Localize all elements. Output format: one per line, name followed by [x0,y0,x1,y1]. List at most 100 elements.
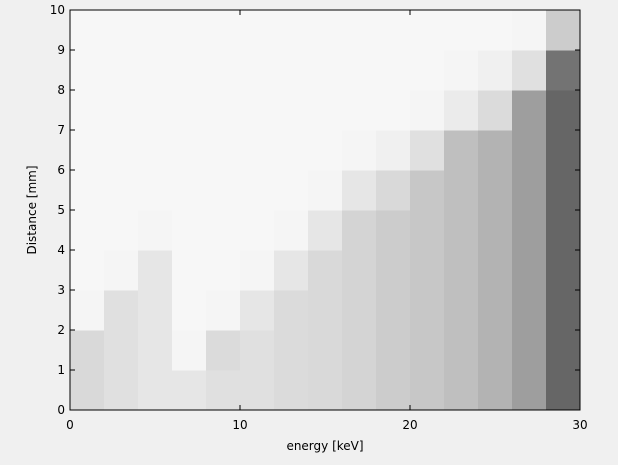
heat-cell [376,50,411,91]
y-tick-label: 4 [57,243,65,257]
heat-cell [308,210,343,251]
heat-cell [444,290,479,331]
heat-cell [172,10,207,51]
heat-cell [308,330,343,371]
heat-cell [240,50,275,91]
heat-cell [172,370,207,411]
heat-cell [70,170,105,211]
heat-cell [376,10,411,51]
heat-cell [240,170,275,211]
heat-cell [376,290,411,331]
heat-cell [274,170,309,211]
heat-cell [138,90,173,131]
heat-cell [172,330,207,371]
heat-cell [138,130,173,171]
heat-cell [70,130,105,171]
heat-cell [104,370,139,411]
y-tick-label: 1 [57,363,65,377]
heat-cell [308,50,343,91]
heat-cell [172,170,207,211]
heat-cell [410,130,445,171]
heat-cell [512,90,547,131]
heat-cell [546,170,581,211]
y-tick-label: 5 [57,203,65,217]
heat-cell [172,250,207,291]
heat-cell [70,290,105,331]
heat-cell [138,250,173,291]
heat-cell [410,90,445,131]
heat-cell [444,330,479,371]
heat-cell [342,250,377,291]
y-tick-label: 2 [57,323,65,337]
heat-cell [512,50,547,91]
heat-cell [410,50,445,91]
heat-cell [546,50,581,91]
heat-cell [546,90,581,131]
x-axis-label: energy [keV] [286,439,363,453]
heat-cell [342,50,377,91]
heat-cell [274,10,309,51]
heat-cell [546,330,581,371]
x-tick-label: 20 [402,418,417,432]
heat-cell [478,330,513,371]
heat-cell [444,170,479,211]
heat-cell [138,10,173,51]
x-tick-label: 0 [66,418,74,432]
heat-cell [376,370,411,411]
heat-cell [410,170,445,211]
heat-cell [342,330,377,371]
heat-cell [172,130,207,171]
heat-cell [240,210,275,251]
y-tick-label: 0 [57,403,65,417]
heat-cell [444,10,479,51]
heat-cell [444,370,479,411]
heat-cell [104,330,139,371]
heat-cell [478,210,513,251]
heat-cell [546,210,581,251]
plot-frame [69,9,581,411]
heat-cell [342,370,377,411]
heat-cell [410,210,445,251]
heat-cell [478,250,513,291]
heat-cell [138,370,173,411]
heat-cell [478,170,513,211]
heat-cell [512,370,547,411]
heat-cell [546,290,581,331]
heat-cell [376,250,411,291]
heat-cell [376,170,411,211]
y-tick-label: 7 [57,123,65,137]
heat-cell [308,10,343,51]
heat-cell [512,130,547,171]
heat-cell [376,130,411,171]
heat-cell [478,90,513,131]
heat-cell [104,290,139,331]
heat-cell [206,10,241,51]
heat-cell [138,290,173,331]
heat-cell [478,370,513,411]
heat-cell [206,330,241,371]
heat-cell [274,330,309,371]
heat-cell [342,90,377,131]
heat-cell [138,210,173,251]
heat-cell [512,330,547,371]
heat-cell [478,50,513,91]
heat-cell [70,50,105,91]
y-axis-label: Distance [mm] [25,165,39,254]
y-tick-label: 6 [57,163,65,177]
heat-cell [308,170,343,211]
heat-cell [512,210,547,251]
heat-cell [274,90,309,131]
heat-cell [206,170,241,211]
heat-cell [70,330,105,371]
heat-cell [172,290,207,331]
y-tick-label: 3 [57,283,65,297]
heat-cell [274,290,309,331]
heat-cell [376,330,411,371]
heat-cell [478,130,513,171]
heat-cell [308,370,343,411]
heat-cell [274,370,309,411]
heat-cell [104,210,139,251]
heat-cell [512,10,547,51]
heat-cell [342,170,377,211]
heat-cell [342,10,377,51]
